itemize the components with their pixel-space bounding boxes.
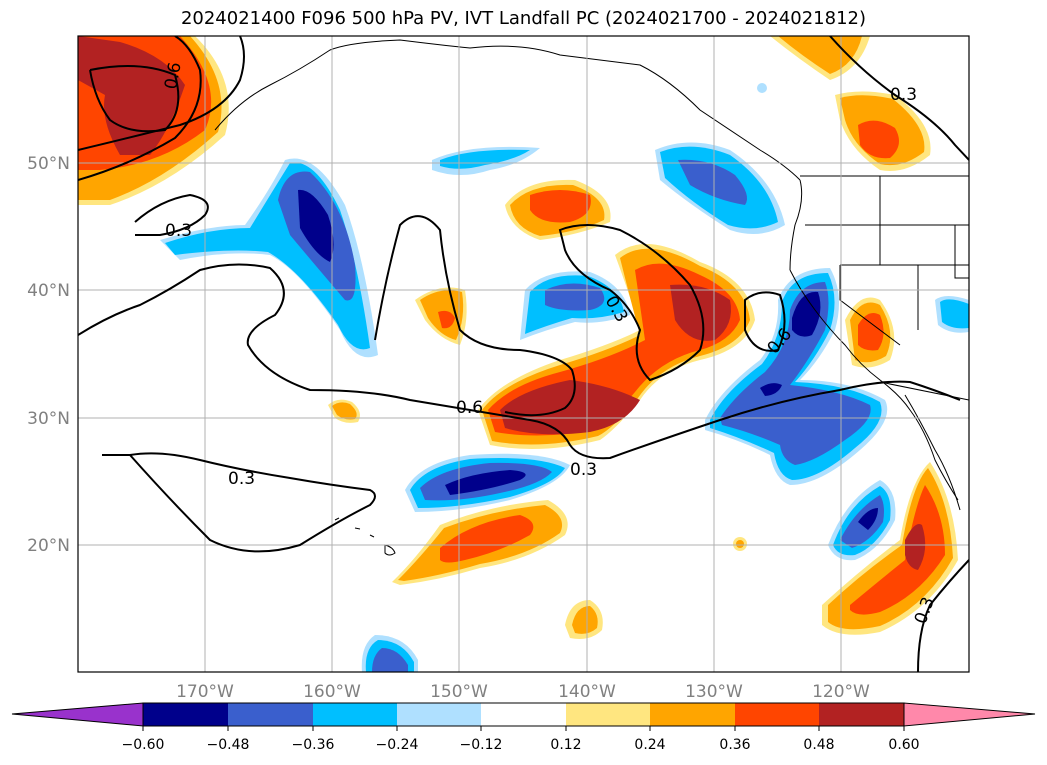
colorbar-bin-3	[313, 703, 397, 726]
colorbar-frame	[142, 702, 905, 727]
colorbar-extend-low	[11, 702, 144, 727]
lon-label-150w: 150°W	[430, 682, 488, 702]
colorbar-bin-9	[819, 703, 904, 726]
filled-contours	[78, 36, 969, 672]
contour-main-06	[78, 263, 961, 460]
neg-anomaly-far-east-inner	[940, 299, 969, 329]
contour-ne-03	[829, 36, 969, 161]
cb-label-5: −0.12	[460, 737, 503, 753]
coastlines	[214, 39, 969, 556]
gridlines	[78, 36, 969, 672]
map-border	[77, 35, 970, 673]
colorbar-ticks	[142, 726, 905, 731]
contour-label-03-west: 0.3	[165, 221, 192, 241]
cb-label-9: 0.48	[803, 737, 834, 753]
cb-label-1: −0.60	[122, 737, 165, 753]
neg-anomaly-tiny	[757, 83, 767, 93]
colorbar: −0.60 −0.48 −0.36 −0.24 −0.12 0.12 0.24 …	[11, 702, 1036, 753]
neg-anomaly-coast-dark2	[760, 383, 782, 396]
neg-anomaly-20n-east-dark	[858, 508, 878, 530]
pos-anomaly-se-dark	[905, 524, 926, 570]
neg-anomaly-150w	[440, 149, 530, 169]
bc-coast	[789, 179, 803, 271]
us-coast	[789, 269, 959, 501]
neg-anomaly-130w-mid	[678, 159, 748, 205]
pos-anomaly-ne-red	[858, 120, 899, 159]
pos-anomaly-168w-orange	[332, 402, 357, 420]
contour-label-03-sw: 0.3	[228, 469, 255, 489]
colorbar-bin-7	[650, 703, 735, 726]
contour-03-c	[558, 224, 705, 382]
neg-anomaly-coast-dark	[792, 291, 821, 337]
contour-nw-inner	[78, 36, 202, 181]
lat-label-50n: 50°N	[27, 154, 70, 174]
pos-anomaly-38n-east-red	[858, 312, 884, 351]
pos-anomaly-13n	[572, 606, 598, 634]
cb-label-3: −0.36	[292, 737, 335, 753]
contour-label-06-center: 0.6	[456, 398, 483, 418]
cb-label-4: −0.24	[376, 737, 419, 753]
colorbar-bin-8	[735, 703, 819, 726]
contour-03-west	[134, 193, 209, 236]
cb-label-7: 0.24	[634, 737, 665, 753]
neg-anomaly-10n-mid	[372, 648, 408, 672]
colorbar-bin-5	[481, 703, 566, 726]
cb-label-10: 0.60	[888, 737, 919, 753]
neg-anomaly-145w-mid	[545, 283, 605, 311]
colorbar-bin-1	[143, 703, 228, 726]
lon-label-120w: 120°W	[812, 682, 870, 702]
alaska-coast	[214, 39, 801, 181]
lat-tick-labels: 20°N 30°N 40°N 50°N	[27, 154, 70, 556]
lon-label-130w: 130°W	[685, 682, 743, 702]
lat-label-40n: 40°N	[27, 281, 70, 301]
neg-anomaly-160w-dark	[298, 189, 334, 262]
baja	[904, 394, 961, 511]
contour-label-03-center: 0.3	[570, 460, 597, 480]
pos-anomaly-se-red	[850, 485, 945, 615]
pos-anomaly-20n-red	[440, 515, 534, 563]
pos-anomaly-140w-47n-red	[530, 190, 591, 223]
neg-anomaly-coast-mid	[720, 282, 871, 465]
lat-label-20n: 20°N	[27, 536, 70, 556]
contour-label-06-nw: 0.6	[161, 61, 185, 91]
lon-label-170w: 170°W	[176, 682, 234, 702]
contour-nw-outer	[78, 36, 245, 151]
colorbar-bin-6	[566, 703, 650, 726]
line-contours	[78, 36, 969, 672]
contour-03-sw	[102, 452, 376, 553]
pos-anomaly-nw-dark	[78, 36, 185, 155]
lon-label-160w: 160°W	[303, 682, 361, 702]
state-border-6	[954, 225, 969, 279]
colorbar-extend-high	[903, 702, 1036, 727]
contour-03-loop-east	[744, 291, 786, 352]
lon-tick-labels: 170°W 160°W 150°W 140°W 130°W 120°W	[176, 682, 870, 702]
colorbar-tick-labels: −0.60 −0.48 −0.36 −0.24 −0.12 0.12 0.24 …	[122, 737, 920, 753]
neg-anomaly-25n-dark	[445, 470, 526, 495]
colorbar-bin-2	[228, 703, 313, 726]
state-border-5	[839, 265, 901, 346]
pos-anomaly-152w-red	[438, 310, 455, 329]
cb-label-6: 0.12	[550, 737, 581, 753]
contour-label-03-ne: 0.3	[890, 85, 917, 105]
cb-label-8: 0.36	[719, 737, 750, 753]
contour-loop-center	[374, 215, 576, 417]
pos-anomaly-dot-inner	[736, 540, 744, 548]
contour-se-03	[917, 559, 969, 672]
lat-label-30n: 30°N	[27, 409, 70, 429]
hawaii	[334, 517, 396, 556]
lon-label-140w: 140°W	[558, 682, 616, 702]
colorbar-bin-4	[397, 703, 481, 726]
map-title: 2024021400 F096 500 hPa PV, IVT Landfall…	[180, 8, 867, 29]
cb-label-2: −0.48	[207, 737, 250, 753]
contour-nw-core	[89, 65, 180, 133]
